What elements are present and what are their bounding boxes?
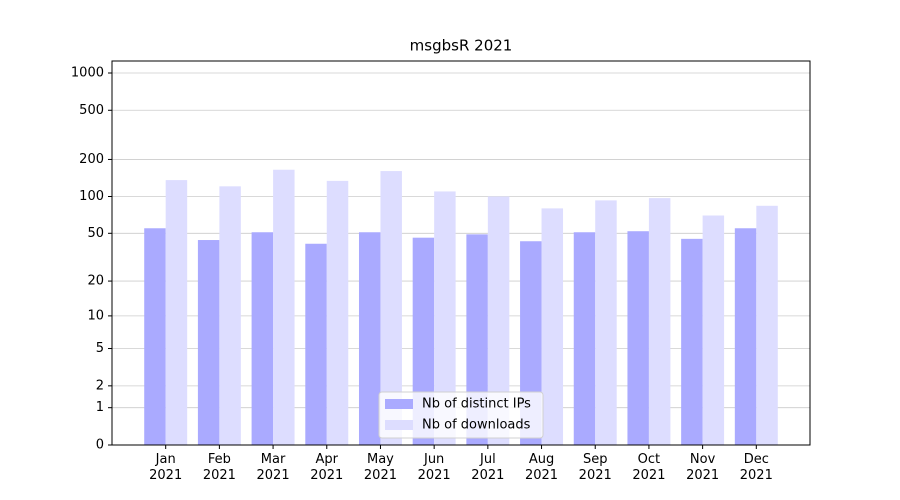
y-tick-label: 0	[96, 438, 104, 453]
bar	[165, 180, 188, 445]
bar	[197, 240, 220, 445]
legend: Nb of distinct IPs Nb of downloads	[378, 391, 544, 439]
x-tick-label: Mar 2021	[256, 452, 290, 483]
legend-box	[378, 391, 544, 439]
x-tick-label: Oct 2021	[632, 452, 666, 483]
bar	[273, 169, 295, 445]
x-tick-label: Jun 2021	[417, 452, 451, 483]
x-tick-label: Sep 2021	[578, 452, 612, 483]
bar	[541, 208, 564, 445]
bar	[595, 200, 617, 445]
bar	[681, 238, 703, 445]
y-tick-label: 2	[96, 378, 104, 393]
y-tick-label: 1000	[71, 66, 104, 81]
bar	[380, 171, 402, 446]
x-tick-label: Dec 2021	[739, 452, 773, 483]
bar	[219, 186, 241, 446]
x-tick-label: Jul 2021	[471, 452, 505, 483]
bar	[648, 198, 671, 445]
bar	[702, 215, 725, 445]
legend-label: Nb of distinct IPs	[422, 397, 531, 412]
x-tick-label: Aug 2021	[524, 452, 559, 483]
bar	[734, 228, 757, 445]
bar	[326, 180, 349, 445]
bar	[305, 243, 327, 445]
bar	[358, 232, 381, 445]
y-tick-label: 10	[87, 308, 104, 323]
plot-frame	[111, 60, 811, 446]
bar	[144, 228, 166, 445]
y-tick-label: 20	[87, 274, 104, 289]
chart-title: msgbsR 2021	[410, 37, 513, 55]
x-tick-label: Feb 2021	[202, 452, 236, 483]
x-tick-label: May 2021	[363, 452, 397, 483]
y-tick-label: 1	[96, 400, 104, 415]
bar	[627, 231, 649, 445]
x-tick-label: Nov 2021	[686, 452, 720, 483]
bar	[434, 191, 456, 445]
legend-swatch	[385, 399, 413, 409]
y-tick-label: 50	[87, 226, 104, 241]
x-tick-label: Jan 2021	[149, 452, 183, 483]
y-tick-label: 200	[79, 152, 104, 167]
bar	[573, 232, 596, 445]
bar	[756, 205, 778, 445]
x-tick-label: Apr 2021	[310, 452, 344, 483]
bar	[251, 232, 274, 445]
y-tick-label: 100	[79, 189, 104, 204]
y-tick-label: 5	[96, 341, 104, 356]
bar	[487, 196, 510, 445]
legend-label: Nb of downloads	[422, 418, 531, 433]
legend-swatch	[385, 420, 413, 430]
y-tick-label: 500	[79, 103, 104, 118]
